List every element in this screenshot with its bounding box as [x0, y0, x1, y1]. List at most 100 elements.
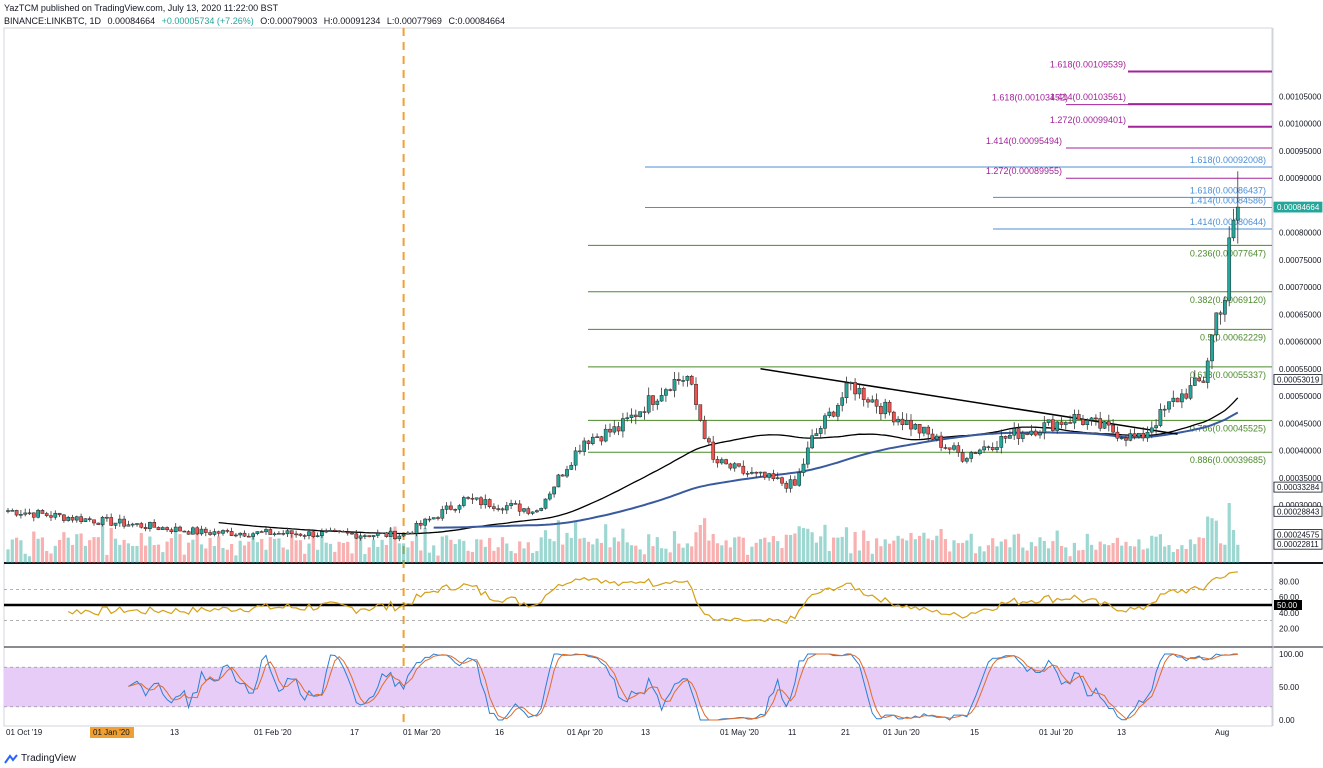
price-tick-label: 0.00090000 — [1279, 174, 1322, 183]
candle-body — [900, 418, 905, 426]
candle-body — [1111, 424, 1115, 433]
volume-bar — [255, 542, 259, 563]
rsi-tick-label: 20.00 — [1279, 624, 1300, 633]
volume-bar — [505, 543, 509, 563]
candle-body — [268, 529, 273, 535]
volume-bar — [668, 552, 672, 563]
price-tag-label: 0.00033284 — [1277, 483, 1320, 492]
candle-body — [1227, 237, 1232, 301]
candle-body — [1132, 433, 1137, 438]
candle-body — [418, 522, 423, 526]
candle-body — [186, 531, 191, 535]
volume-bar — [1016, 533, 1021, 563]
volume-bar — [406, 547, 410, 563]
volume-bar — [973, 553, 978, 563]
extension-level-label: 1.618(0.00109539) — [1050, 60, 1126, 70]
candle-body — [517, 503, 522, 512]
price-tag-label: 0.00028843 — [1277, 507, 1320, 516]
volume-bar — [324, 542, 328, 563]
volume-bar — [496, 547, 500, 563]
volume-bar — [543, 530, 548, 563]
candle-body — [401, 534, 406, 537]
candle-body — [573, 450, 578, 466]
candle-body — [612, 426, 617, 433]
volume-bar — [1051, 541, 1055, 563]
candle-body — [724, 459, 728, 465]
candle-body — [762, 471, 767, 478]
candle-body — [1223, 300, 1227, 315]
volume-bar — [10, 539, 14, 563]
volume-bar — [191, 539, 195, 563]
volume-bar — [419, 550, 423, 563]
candle-body — [6, 510, 10, 512]
price-tag — [1273, 481, 1323, 493]
extension-level-label: 1.414(0.00103561) — [1050, 92, 1126, 102]
candle-body — [380, 532, 384, 535]
candle-body — [272, 533, 277, 535]
volume-bar — [380, 539, 384, 563]
candle-body — [638, 411, 642, 418]
volume-bar — [1098, 541, 1102, 563]
candle-body — [311, 531, 316, 537]
candle-body — [1020, 432, 1025, 439]
candle-body — [436, 517, 440, 519]
volume-bar — [62, 532, 66, 563]
candle-body — [664, 389, 668, 396]
volume-bar — [449, 539, 453, 563]
volume-bar — [548, 538, 552, 563]
candle-body — [328, 529, 333, 532]
volume-bar — [939, 528, 943, 563]
volume-bar — [926, 538, 930, 563]
volume-bar — [1008, 547, 1012, 563]
extension-level-label: 1.618(0.00103452) — [992, 93, 1068, 103]
volume-bar — [935, 535, 939, 563]
volume-bar — [376, 546, 380, 563]
volume-bar — [457, 539, 462, 563]
candle-body — [780, 477, 784, 484]
volume-bar — [1111, 542, 1115, 563]
volume-bar — [943, 539, 947, 563]
candle-body — [397, 535, 402, 540]
volume-bar — [913, 539, 917, 563]
candle-body — [767, 473, 771, 478]
volume-bar — [307, 543, 311, 563]
candle-body — [539, 508, 544, 511]
price-tick-label: 0.00080000 — [1279, 229, 1322, 238]
volume-bar — [397, 543, 401, 563]
candle-body — [943, 447, 948, 449]
candle-body — [522, 508, 526, 512]
candle-body — [1081, 419, 1085, 425]
candle-body — [62, 514, 66, 521]
volume-bar — [96, 537, 100, 563]
volume-bar — [238, 540, 242, 563]
volume-bar — [956, 543, 960, 563]
candle-body — [590, 436, 595, 444]
volume-bar — [849, 553, 853, 563]
price-tick-label: 0.00040000 — [1279, 447, 1322, 456]
volume-bar — [333, 551, 337, 563]
candle-body — [711, 441, 716, 460]
candle-body — [358, 535, 363, 539]
volume-bar — [776, 541, 780, 563]
volume-bar — [750, 546, 754, 563]
volume-bar — [569, 537, 573, 563]
candle-body — [100, 516, 105, 525]
volume-bar — [672, 531, 677, 563]
candle-body — [1231, 219, 1236, 239]
fib-level-label: 0.786(0.00045525) — [1190, 423, 1266, 433]
candle-body — [406, 532, 410, 535]
volume-bar — [15, 537, 19, 563]
volume-bar — [27, 556, 32, 563]
candle-body — [633, 414, 638, 418]
volume-bar — [290, 534, 294, 563]
tradingview-logo[interactable]: TradingView — [4, 753, 76, 764]
volume-bar — [169, 538, 173, 563]
candle-body — [453, 509, 458, 511]
volume-bar — [1137, 539, 1141, 563]
volume-bar — [40, 537, 44, 563]
price-tick-label: 0.00100000 — [1279, 120, 1322, 129]
volume-bar — [526, 542, 530, 563]
volume-bar — [251, 535, 255, 563]
volume-bar — [754, 542, 758, 563]
